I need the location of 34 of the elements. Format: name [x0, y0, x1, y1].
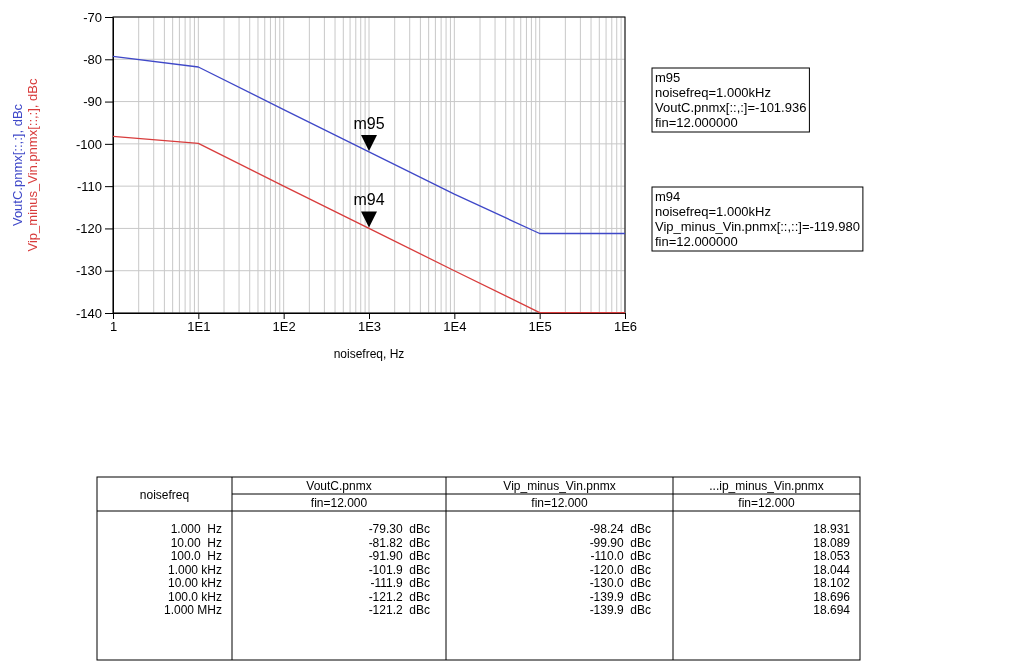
- y-tick-label: -120: [75, 221, 102, 237]
- text: m94 noisefreq=1.000kHz Vip_minus_Vin.pnmx[::,::]=-119.980 fin=12.000000: [655, 189, 860, 249]
- y-tick-label: -130: [75, 263, 102, 279]
- text: -79.30 dBc -81.82 dBc -91.90 dBc -101.9 dBc -111.9 dBc -121.2 dBc -121.2 dBc: [368, 522, 430, 617]
- text: fin=12.000: [738, 496, 796, 510]
- x-tick-label: 1E5: [528, 319, 552, 335]
- line-series: [112, 55, 626, 235]
- text: noisefreq: [139, 488, 190, 502]
- x-axis-title: noisefreq, Hz: [333, 347, 405, 361]
- text: fin=12.000: [310, 496, 368, 510]
- x-tick-label: 1E6: [613, 319, 638, 335]
- text: Vip_minus_Vin.pnmx[::,:], dBc: [25, 78, 40, 252]
- text: m95 noisefreq=1.000kHz VoutC.pnmx[::,:]=-101.936 fin=12.000000: [655, 70, 807, 130]
- x-tick-label: 1E4: [443, 319, 467, 335]
- y-tick-label: -140: [75, 305, 102, 321]
- annotation: m95: [353, 114, 385, 132]
- y-tick-label: -100: [75, 136, 102, 152]
- y-tick-label: -80: [83, 51, 102, 67]
- text: 1.000 Hz 10.00 Hz 100.0 Hz 1.000 kHz 10.00 kHz 100.0 kHz 1.000 MHz: [163, 522, 222, 617]
- x-tick-label: 1E1: [187, 319, 211, 335]
- text: Vip_minus_Vin.pnmx: [503, 479, 616, 493]
- y-tick-label: -90: [83, 94, 102, 110]
- x-tick-label: 1E2: [272, 319, 296, 335]
- y-tick-label: -110: [76, 178, 102, 194]
- text: VoutC.pnmx[::,:], dBc: [10, 103, 25, 227]
- x-tick-label: 1E3: [357, 319, 382, 335]
- text: fin=12.000: [531, 496, 589, 510]
- annotation: m94: [353, 191, 385, 209]
- text: -98.24 dBc -99.90 dBc -110.0 dBc -120.0 dBc -130.0 dBc -139.9 dBc -139.9 dBc: [589, 522, 651, 617]
- text: VoutC.pnmx: [306, 479, 372, 493]
- x-tick-label: 1: [109, 319, 118, 335]
- text: ...ip_minus_Vin.pnmx: [709, 479, 824, 493]
- text: 18.931 18.089 18.053 18.044 18.102 18.696 18.694: [813, 522, 851, 617]
- y-tick-label: -70: [83, 9, 102, 25]
